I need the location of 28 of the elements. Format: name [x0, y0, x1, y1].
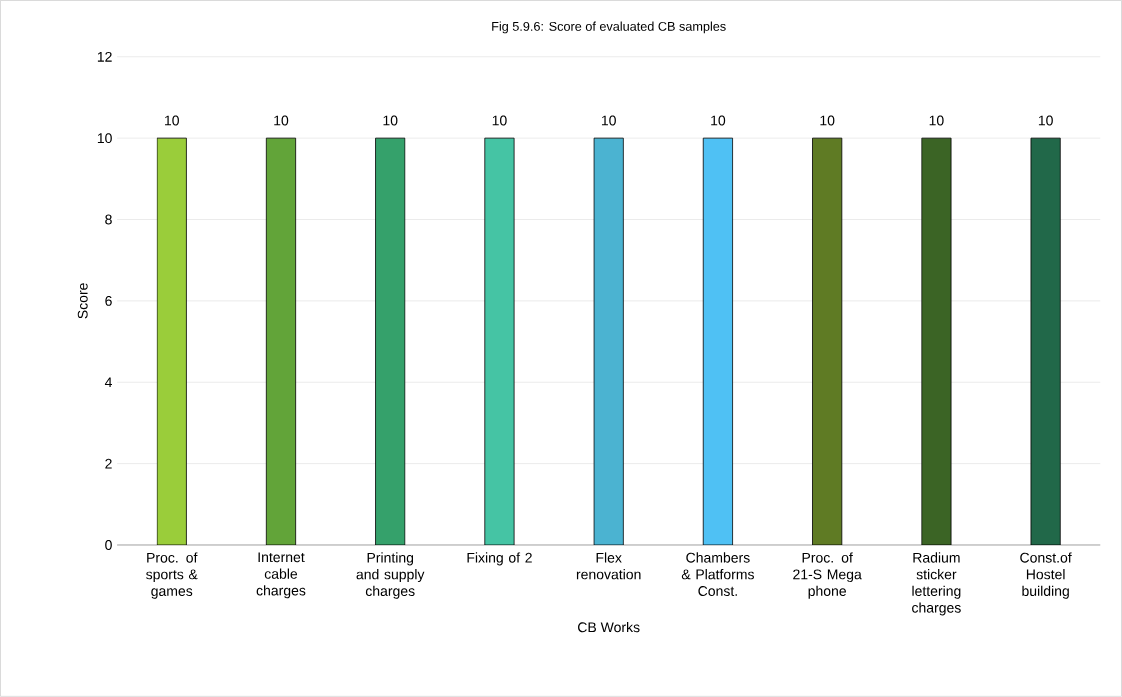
x-tick-label: Flex renovation [576, 552, 641, 580]
x-tick-label: Fixing of 2 [467, 552, 532, 566]
y-tick-label: 0 [105, 540, 112, 551]
y-axis-title: Score [77, 283, 88, 319]
x-axis-title: CB Works [578, 622, 640, 633]
data-label: 10 [383, 115, 398, 126]
data-label: 10 [820, 115, 835, 126]
y-tick-label: 4 [104, 377, 112, 388]
data-label: 10 [274, 115, 289, 126]
data-label: 10 [492, 115, 507, 126]
y-tick-label: 12 [97, 51, 112, 62]
x-tick-label: Radium sticker lettering charges [912, 552, 961, 616]
x-tick-label: Chambers & Platforms Const. [681, 552, 754, 597]
y-tick-label: 6 [105, 296, 112, 306]
y-tick-label: 10 [97, 133, 112, 144]
data-label: 10 [1038, 115, 1053, 126]
y-tick-label: 8 [105, 214, 112, 225]
x-tick-label: Proc. of 21-S Mega phone [793, 552, 862, 599]
data-label: 10 [165, 115, 179, 126]
chart-title: Fig 5.9.6: Score of evaluated CB samples [492, 21, 726, 34]
data-label: 10 [601, 115, 616, 126]
x-tick-label: Proc. of sports & games [146, 552, 198, 599]
data-label: 10 [711, 115, 726, 126]
x-tick-label: Const.of Hostel building [1020, 552, 1072, 599]
data-label: 10 [929, 115, 944, 126]
x-tick-label: Printing and supply charges [356, 552, 425, 599]
x-tick-label: Internet cable charges [256, 552, 306, 599]
y-tick-label: 2 [105, 458, 112, 469]
